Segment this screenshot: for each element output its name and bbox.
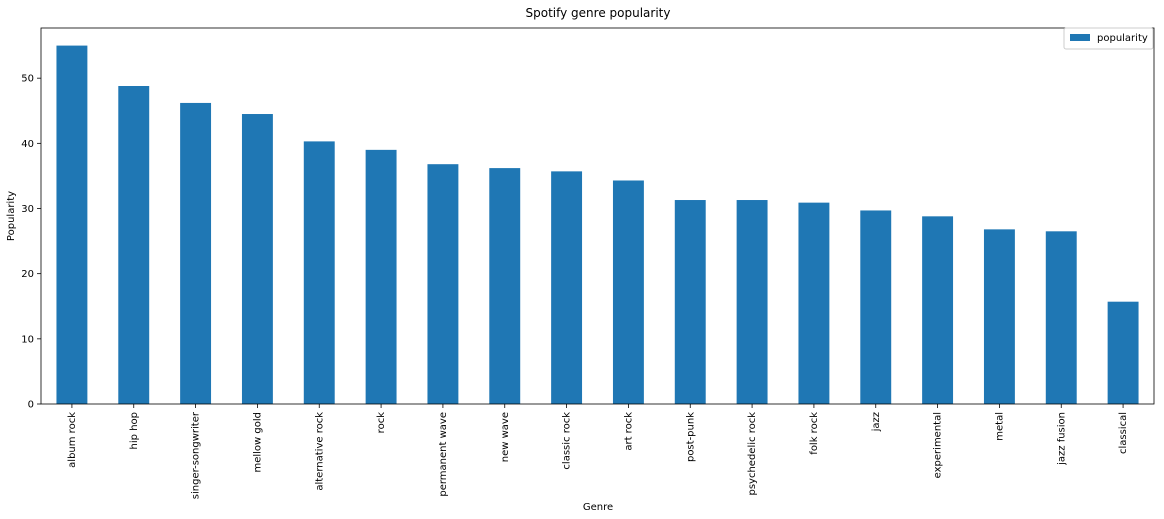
x-tick-label: singer-songwriter xyxy=(191,411,202,499)
bar-classic-rock xyxy=(551,171,582,404)
legend-label: popularity xyxy=(1097,33,1148,44)
bar-singer-songwriter xyxy=(180,103,211,404)
bar-permanent-wave xyxy=(427,164,458,404)
x-tick-label: jazz fusion xyxy=(1056,412,1067,466)
x-tick-label: classical xyxy=(1118,412,1129,454)
chart-title: Spotify genre popularity xyxy=(526,6,671,20)
bar-album-rock xyxy=(56,46,87,404)
bar-metal xyxy=(984,229,1015,404)
bar-rock xyxy=(366,150,397,404)
bar-experimental xyxy=(922,216,953,404)
x-tick-label: jazz xyxy=(871,412,882,432)
y-tick-label: 40 xyxy=(21,139,34,150)
y-tick-label: 20 xyxy=(21,269,34,280)
bar-alternative-rock xyxy=(304,141,335,404)
bar-jazz-fusion xyxy=(1046,231,1077,404)
bar-mellow-gold xyxy=(242,114,273,404)
x-tick-label: post-punk xyxy=(685,412,696,462)
y-axis-label: Popularity xyxy=(6,191,17,241)
bar-art-rock xyxy=(613,180,644,404)
bar-hip-hop xyxy=(118,86,149,404)
legend: popularity xyxy=(1064,28,1153,49)
x-tick-label: classic rock xyxy=(562,412,573,470)
bar-new-wave xyxy=(489,168,520,404)
y-tick-label: 0 xyxy=(28,400,34,411)
x-axis-label: Genre xyxy=(583,502,613,513)
y-tick-label: 30 xyxy=(21,204,34,215)
x-tick-label: folk rock xyxy=(809,412,820,455)
x-tick-label: permanent wave xyxy=(438,412,449,497)
x-tick-label: art rock xyxy=(623,412,634,451)
x-tick-label: album rock xyxy=(67,412,78,468)
x-tick-label: rock xyxy=(376,412,387,434)
bar-post-punk xyxy=(675,200,706,404)
x-tick-label: alternative rock xyxy=(314,412,325,491)
x-tick-label: new wave xyxy=(500,412,511,462)
x-tick-label: hip hop xyxy=(129,412,140,449)
y-tick-label: 50 xyxy=(21,74,34,85)
x-tick-label: mellow gold xyxy=(252,412,263,473)
bar-folk-rock xyxy=(798,203,829,404)
legend-swatch xyxy=(1070,34,1090,41)
x-tick-label: psychedelic rock xyxy=(747,412,758,496)
bar-classical xyxy=(1108,302,1139,404)
y-tick-label: 10 xyxy=(21,334,34,345)
bar-psychedelic-rock xyxy=(737,200,768,404)
x-tick-label: experimental xyxy=(933,412,944,478)
bar-jazz xyxy=(860,210,891,404)
x-tick-label: metal xyxy=(994,412,1005,441)
